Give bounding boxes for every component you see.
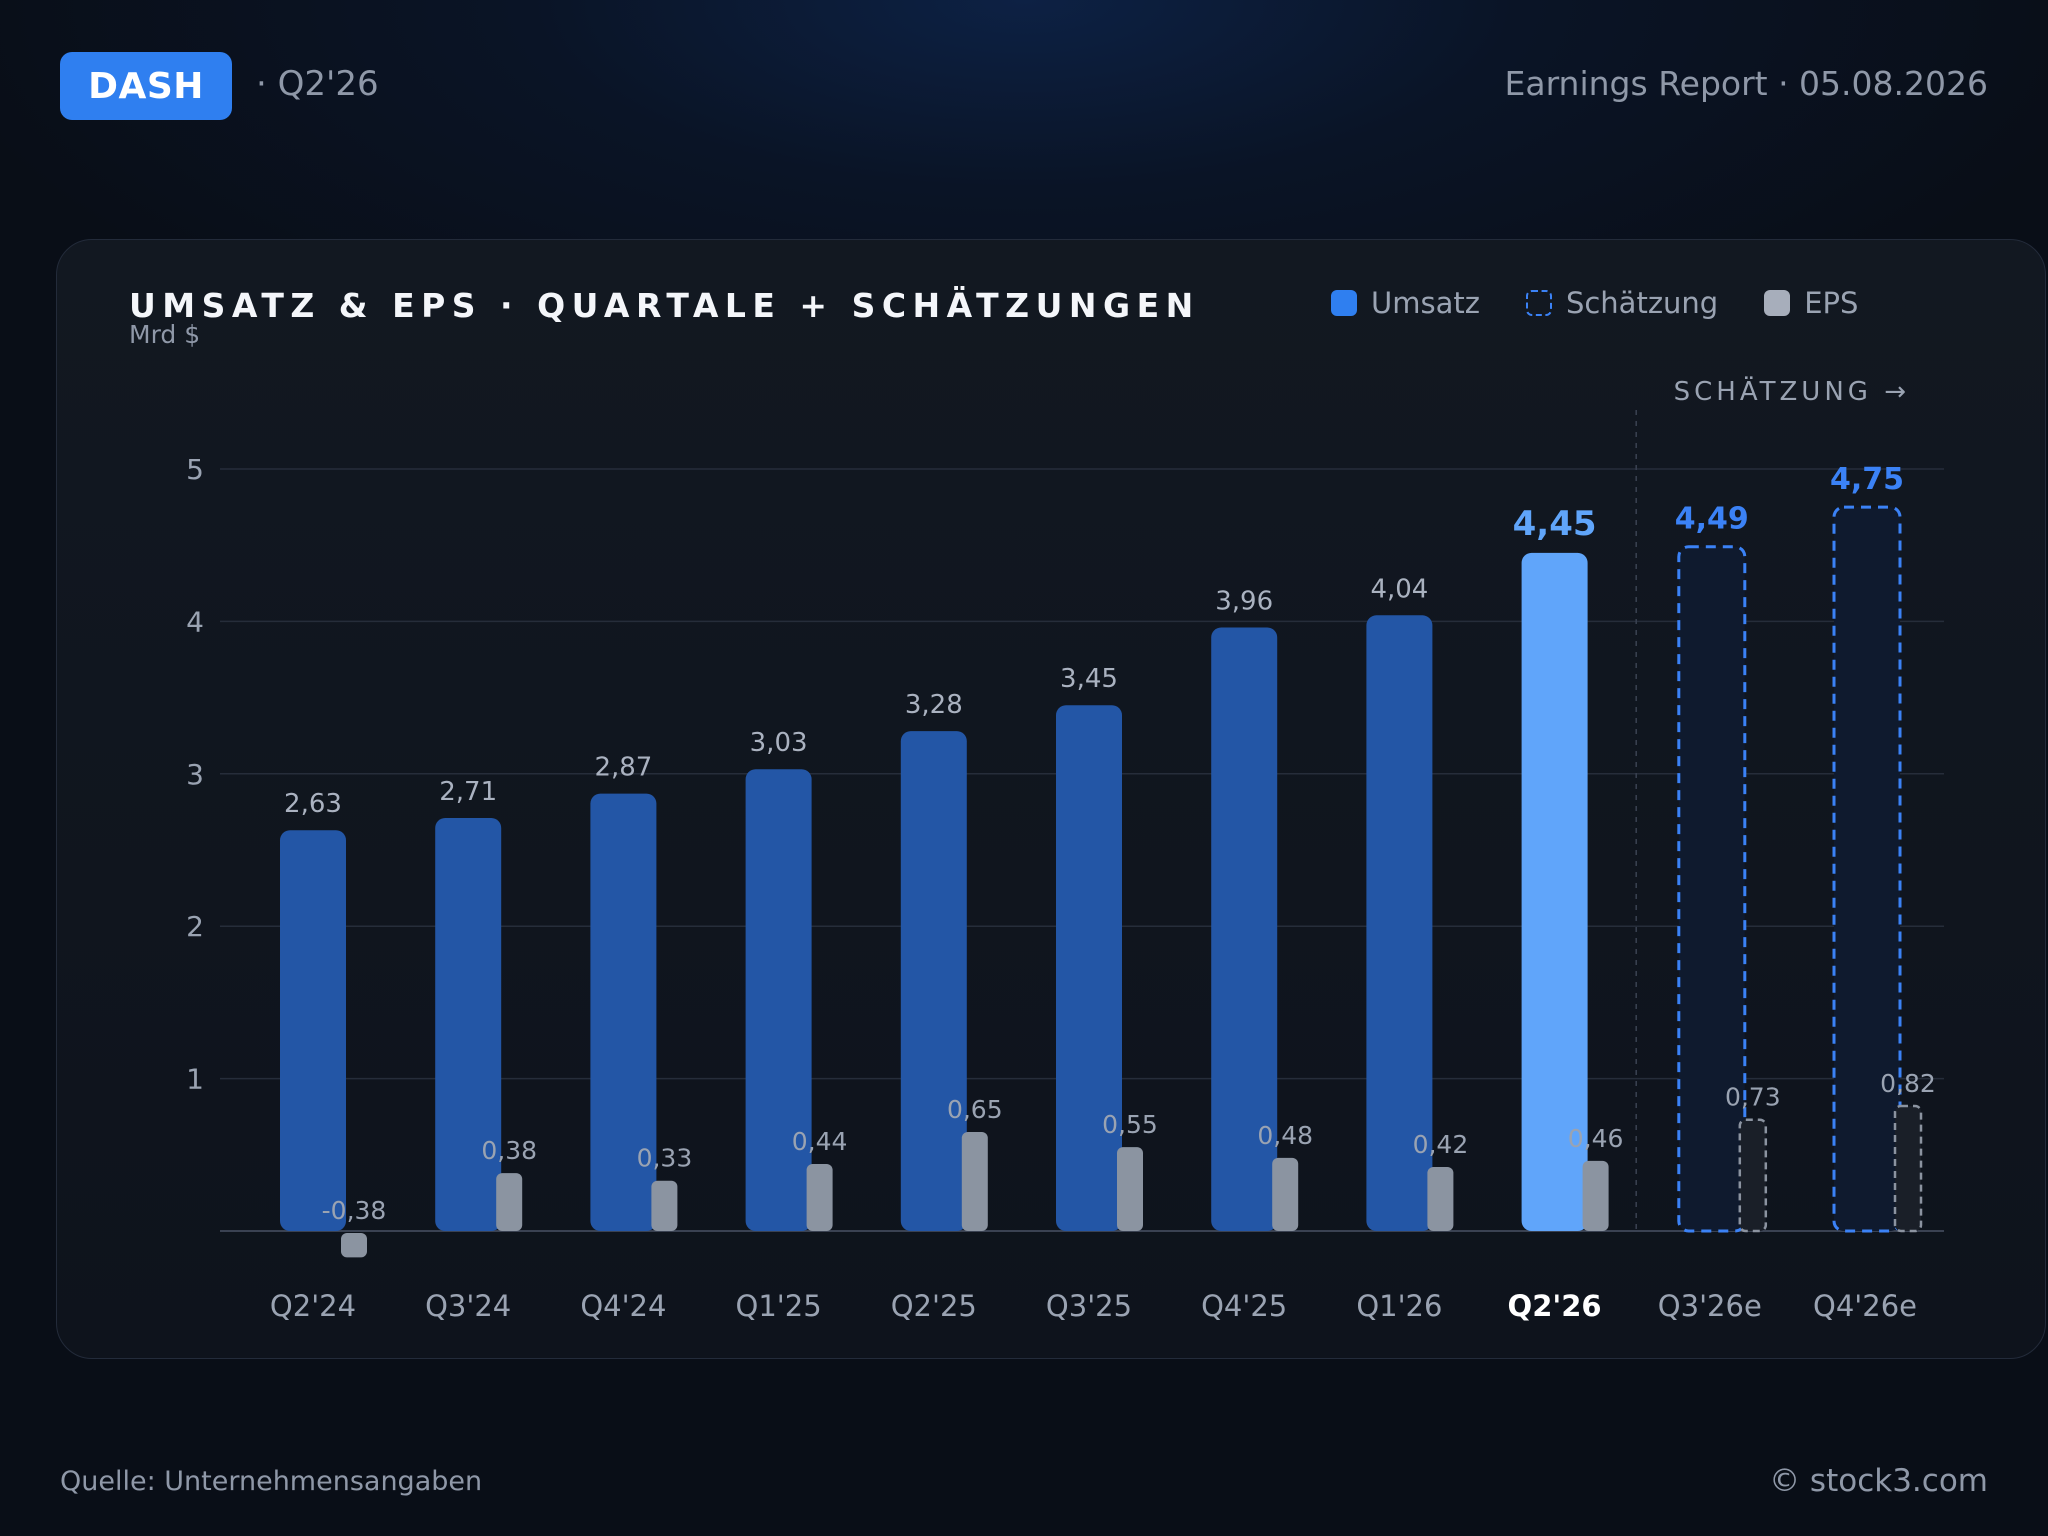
revenue-value-label: 2,87 <box>594 753 652 783</box>
revenue-value-label: 2,71 <box>439 777 497 807</box>
eps-bar-estimate <box>1893 1104 1923 1233</box>
y-tick-label: 4 <box>186 605 204 638</box>
x-tick-label: Q4'24 <box>580 1289 666 1323</box>
eps-value-label: 0,33 <box>637 1144 693 1173</box>
x-tick-label: Q3'24 <box>425 1289 511 1323</box>
eps-bar <box>1272 1157 1299 1231</box>
eps-value-label: 0,42 <box>1413 1130 1469 1159</box>
revenue-bar <box>435 817 502 1231</box>
eps-bar <box>1427 1166 1454 1231</box>
revenue-bar <box>900 731 967 1231</box>
revenue-value-label: 2,63 <box>284 789 342 819</box>
report-date: Earnings Report · 05.08.2026 <box>1504 64 1989 103</box>
copyright: © stock3.com <box>1769 1463 1988 1499</box>
ticker-badge: DASH <box>60 52 232 120</box>
revenue-bar-estimate <box>1677 545 1747 1233</box>
y-tick-label: 3 <box>186 758 204 791</box>
revenue-value-label: 3,45 <box>1060 664 1118 694</box>
legend-swatch-revenue <box>1331 290 1357 316</box>
x-tick-label: Q1'25 <box>736 1289 822 1323</box>
eps-bar <box>496 1173 523 1231</box>
eps-bar <box>1117 1147 1143 1231</box>
eps-value-label: -0,38 <box>322 1196 387 1225</box>
eps-value-label: 0,82 <box>1880 1069 1936 1098</box>
x-tick-label: Q3'25 <box>1046 1289 1132 1323</box>
revenue-value-label: 4,49 <box>1675 502 1749 537</box>
x-tick-label: Q4'26e <box>1813 1289 1917 1323</box>
eps-bar <box>806 1163 833 1231</box>
legend-label-eps: EPS <box>1804 286 1859 320</box>
revenue-value-label: 3,28 <box>905 690 963 720</box>
legend-swatch-estimate <box>1525 290 1552 316</box>
legend-label-revenue: Umsatz <box>1371 286 1480 320</box>
revenue-value-label: 3,96 <box>1215 586 1273 616</box>
y-tick-label: 2 <box>186 910 204 943</box>
eps-value-label: 0,55 <box>1102 1110 1158 1139</box>
eps-bar-estimate <box>1738 1118 1768 1233</box>
legend-item-eps: EPS <box>1764 286 1858 320</box>
revenue-bar <box>1521 552 1588 1231</box>
revenue-value-label: 4,04 <box>1370 574 1428 604</box>
chart-unit: Mrd $ <box>129 320 201 349</box>
eps-bar <box>341 1233 367 1258</box>
x-tick-label: Q2'25 <box>891 1289 977 1323</box>
revenue-bar <box>745 769 812 1231</box>
legend-swatch-eps <box>1764 290 1791 316</box>
revenue-bar <box>1211 627 1278 1231</box>
revenue-value-label: 3,03 <box>750 728 808 758</box>
eps-bar <box>651 1180 678 1231</box>
revenue-bar <box>590 793 657 1231</box>
eps-value-label: 0,38 <box>481 1136 537 1165</box>
eps-bar <box>1582 1160 1609 1231</box>
legend-label-estimate: Schätzung <box>1565 286 1719 320</box>
eps-value-label: 0,48 <box>1257 1121 1313 1150</box>
revenue-value-label: 4,75 <box>1830 462 1904 497</box>
x-tick-label: Q1'26 <box>1356 1289 1442 1323</box>
legend-item-revenue: Umsatz <box>1331 286 1480 320</box>
chart-title: UMSATZ & EPS · QUARTALE + SCHÄTZUNGEN <box>129 286 1200 325</box>
chart-legend: Umsatz Schätzung EPS <box>1331 286 1858 320</box>
x-tick-label: Q3'26e <box>1658 1289 1762 1323</box>
y-tick-label: 5 <box>186 453 204 486</box>
x-tick-label: Q2'24 <box>270 1289 356 1323</box>
eps-value-label: 0,65 <box>947 1095 1003 1124</box>
source-note: Quelle: Unternehmensangaben <box>60 1466 483 1497</box>
eps-value-label: 0,46 <box>1568 1124 1624 1153</box>
x-tick-label: Q4'25 <box>1201 1289 1287 1323</box>
estimate-marker: SCHÄTZUNG → <box>1674 375 1910 407</box>
eps-bar <box>961 1131 988 1231</box>
eps-value-label: 0,73 <box>1725 1083 1781 1112</box>
revenue-value-label: 4,45 <box>1513 504 1597 544</box>
x-tick-label: Q2'26 <box>1508 1289 1602 1323</box>
revenue-bar <box>1366 615 1433 1231</box>
legend-item-estimate: Schätzung <box>1525 286 1719 320</box>
period-label: · Q2'26 <box>256 64 379 104</box>
revenue-bar <box>1056 705 1122 1231</box>
y-tick-label: 1 <box>186 1063 204 1096</box>
revenue-bar-estimate <box>1832 505 1902 1233</box>
eps-value-label: 0,44 <box>792 1127 848 1156</box>
revenue-bar <box>280 830 346 1231</box>
